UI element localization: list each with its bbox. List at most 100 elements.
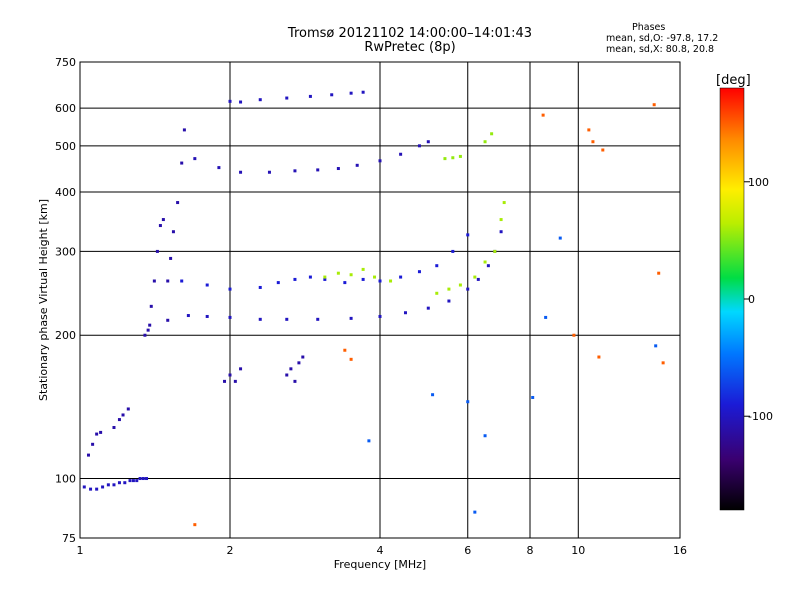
data-point	[531, 395, 535, 399]
data-point	[126, 407, 130, 411]
data-point	[180, 279, 184, 283]
data-point	[239, 100, 243, 104]
x-tick-label: 16	[673, 544, 687, 557]
data-point	[267, 170, 271, 174]
data-point	[131, 479, 135, 483]
data-point	[458, 283, 462, 287]
data-point	[95, 487, 99, 491]
data-point	[176, 201, 180, 205]
data-point	[378, 279, 382, 283]
data-point	[276, 281, 280, 285]
data-point	[426, 140, 430, 144]
y-tick-label: 75	[62, 532, 76, 545]
data-point	[458, 154, 462, 158]
data-point	[301, 355, 305, 359]
data-point	[399, 152, 403, 156]
data-point	[447, 287, 451, 291]
data-point	[336, 271, 340, 275]
data-point	[483, 140, 487, 144]
data-point	[431, 393, 435, 397]
data-point	[378, 159, 382, 163]
data-point	[490, 132, 494, 136]
data-point	[451, 249, 455, 253]
data-point	[403, 311, 407, 315]
data-point	[591, 140, 595, 144]
data-point	[544, 315, 548, 319]
data-point	[101, 485, 105, 489]
data-point	[285, 317, 289, 321]
data-point	[378, 314, 382, 318]
data-point	[141, 477, 145, 481]
data-point	[349, 91, 353, 95]
data-point	[499, 218, 503, 222]
data-point	[186, 314, 190, 318]
x-tick-label: 2	[227, 544, 234, 557]
data-point	[443, 157, 447, 161]
data-point	[228, 373, 232, 377]
data-point	[652, 103, 656, 107]
data-point	[486, 264, 490, 268]
data-point	[117, 418, 121, 422]
data-point	[399, 275, 403, 279]
data-point	[228, 287, 232, 291]
data-point	[205, 283, 209, 287]
data-point	[502, 201, 506, 205]
data-point	[95, 432, 99, 436]
data-point	[143, 333, 147, 337]
data-point	[148, 323, 152, 327]
data-point	[597, 355, 601, 359]
data-point	[541, 113, 545, 117]
data-point	[158, 224, 162, 228]
data-point	[228, 315, 232, 319]
data-point	[161, 218, 165, 222]
data-point	[654, 344, 658, 348]
data-point	[233, 379, 237, 383]
data-point	[239, 170, 243, 174]
data-point	[166, 318, 170, 322]
data-point	[128, 479, 132, 483]
data-point	[417, 144, 421, 148]
data-point	[112, 483, 116, 487]
data-point	[349, 316, 353, 320]
data-point	[169, 256, 173, 260]
data-point	[123, 481, 127, 485]
colorbar-tick-label: 100	[748, 176, 769, 189]
y-tick-label: 600	[55, 102, 76, 115]
data-point	[223, 379, 227, 383]
data-point	[343, 348, 347, 352]
chart-subtitle: RwPretec (8p)	[364, 40, 456, 55]
data-point	[293, 277, 297, 281]
data-point	[361, 90, 365, 94]
data-point	[149, 304, 153, 308]
data-point	[373, 275, 377, 279]
x-tick-label: 1	[77, 544, 84, 557]
data-point	[572, 333, 576, 337]
x-axis-label: Frequency [MHz]	[334, 558, 426, 571]
data-point	[121, 413, 125, 417]
data-point	[349, 357, 353, 361]
data-point	[217, 166, 221, 170]
data-point	[473, 275, 477, 279]
data-point	[336, 167, 340, 171]
data-point	[171, 230, 175, 234]
data-point	[106, 483, 110, 487]
data-point	[558, 236, 562, 240]
y-axis-label: Stationary phase Virtual Height [km]	[37, 199, 50, 401]
data-point	[308, 94, 312, 98]
data-point	[239, 367, 243, 371]
x-tick-label: 8	[527, 544, 534, 557]
data-point	[182, 128, 186, 132]
data-point	[205, 314, 209, 318]
data-point	[99, 430, 103, 434]
data-point	[367, 439, 371, 443]
data-point	[361, 277, 365, 281]
data-point	[661, 361, 665, 365]
y-tick-label: 200	[55, 329, 76, 342]
data-point	[316, 317, 320, 321]
colorbar-tick-label: 0	[748, 293, 755, 306]
data-point	[193, 157, 197, 161]
data-point	[145, 477, 149, 481]
data-point	[117, 481, 121, 485]
y-tick-label: 500	[55, 140, 76, 153]
